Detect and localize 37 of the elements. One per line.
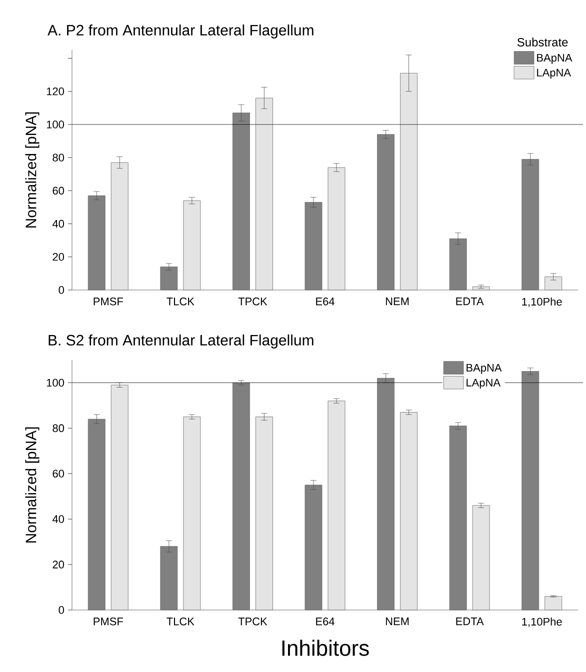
y-tick-label: 40 [52,220,64,228]
y-tick-label: 60 [52,470,64,478]
legend-title: Substrate [517,38,568,46]
y-tick-label: 20 [52,560,64,568]
x-tick-label: TPCK [238,618,268,626]
x-axis-title: Inhibitors [282,640,369,656]
y-tick-label: 40 [52,515,64,523]
y-tick-label: 80 [52,424,64,432]
x-tick-label: EDTA [456,618,484,626]
x-tick-label: EDTA [456,298,484,306]
x-tick-label: TLCK [166,618,194,626]
x-tick-label: PMSF [94,298,123,306]
x-tick-label: PMSF [94,618,123,626]
legend-label: LApNA [537,68,572,79]
y-axis-title: Normalized [pNA] [25,427,40,543]
y-tick-label: 0 [58,606,64,614]
y-tick-label: 100 [46,120,64,128]
legend-label: LApNA [466,378,501,389]
y-tick-label: 0 [58,286,64,294]
x-tick-label: NEM [386,618,409,626]
chart-title: B. S2 from Antennular Lateral Flagellum [48,334,314,348]
x-tick-label: E64 [316,298,334,306]
y-tick-label: 80 [52,154,64,162]
y-axis-title: Normalized [pNA] [25,112,40,228]
y-tick-label: 120 [46,87,64,96]
y-tick-label: 20 [52,253,64,261]
x-tick-label: E64 [316,618,334,626]
x-tick-label: TLCK [166,298,194,306]
chart-title: A. P2 from Antennular Lateral Flagellum [48,24,314,38]
x-tick-label: 1,10Phe [522,298,562,307]
x-tick-label: NEM [386,298,409,306]
y-tick-label: 100 [46,378,64,387]
x-tick-label: TPCK [238,298,268,306]
y-tick-label: 60 [52,186,64,195]
x-tick-label: 1,10Phe [522,618,562,627]
legend-label: BApNA [537,54,572,64]
legend-label: BApNA [466,364,502,374]
